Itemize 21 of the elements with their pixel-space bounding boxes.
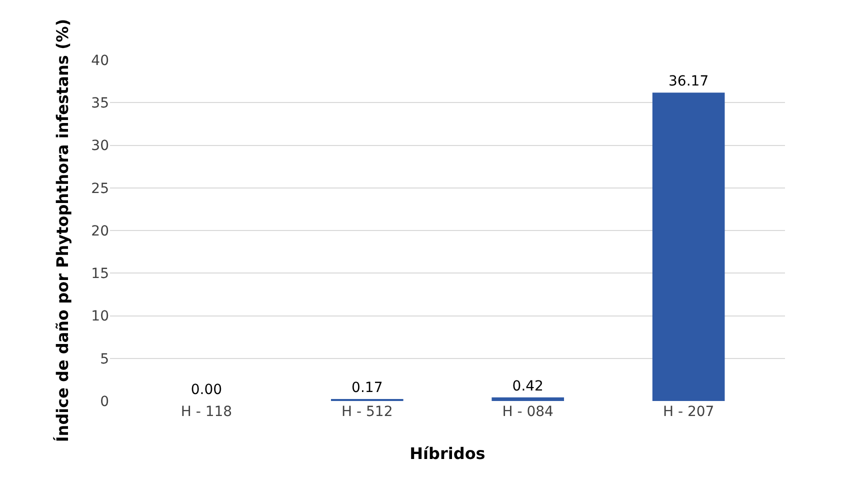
- x-tick-label: H - 118: [180, 404, 232, 420]
- y-tick-label: 10: [91, 308, 109, 325]
- data-label: 0.17: [352, 380, 383, 396]
- y-tick-label: 15: [91, 266, 109, 282]
- bar: [492, 397, 564, 401]
- x-axis-title: Híbridos: [410, 444, 486, 463]
- y-tick-label: 40: [91, 52, 109, 69]
- x-tick-label: H - 207: [662, 404, 714, 420]
- x-tick-label: H - 512: [342, 404, 393, 420]
- y-tick-label: 35: [91, 96, 109, 112]
- x-tick-label: H - 084: [502, 404, 554, 420]
- y-tick-label: 25: [91, 180, 109, 197]
- data-label: 0.00: [190, 382, 222, 398]
- data-label: 0.42: [512, 378, 544, 394]
- y-axis-title: Índice de daño por Phytophthora infestans (%): [53, 18, 72, 442]
- y-tick-label: 5: [100, 351, 109, 368]
- bar: [652, 92, 725, 401]
- y-tick-label: 30: [91, 138, 109, 154]
- data-label: 36.17: [668, 74, 709, 90]
- y-tick-label: 20: [91, 223, 109, 240]
- y-tick-label: 0: [100, 394, 109, 410]
